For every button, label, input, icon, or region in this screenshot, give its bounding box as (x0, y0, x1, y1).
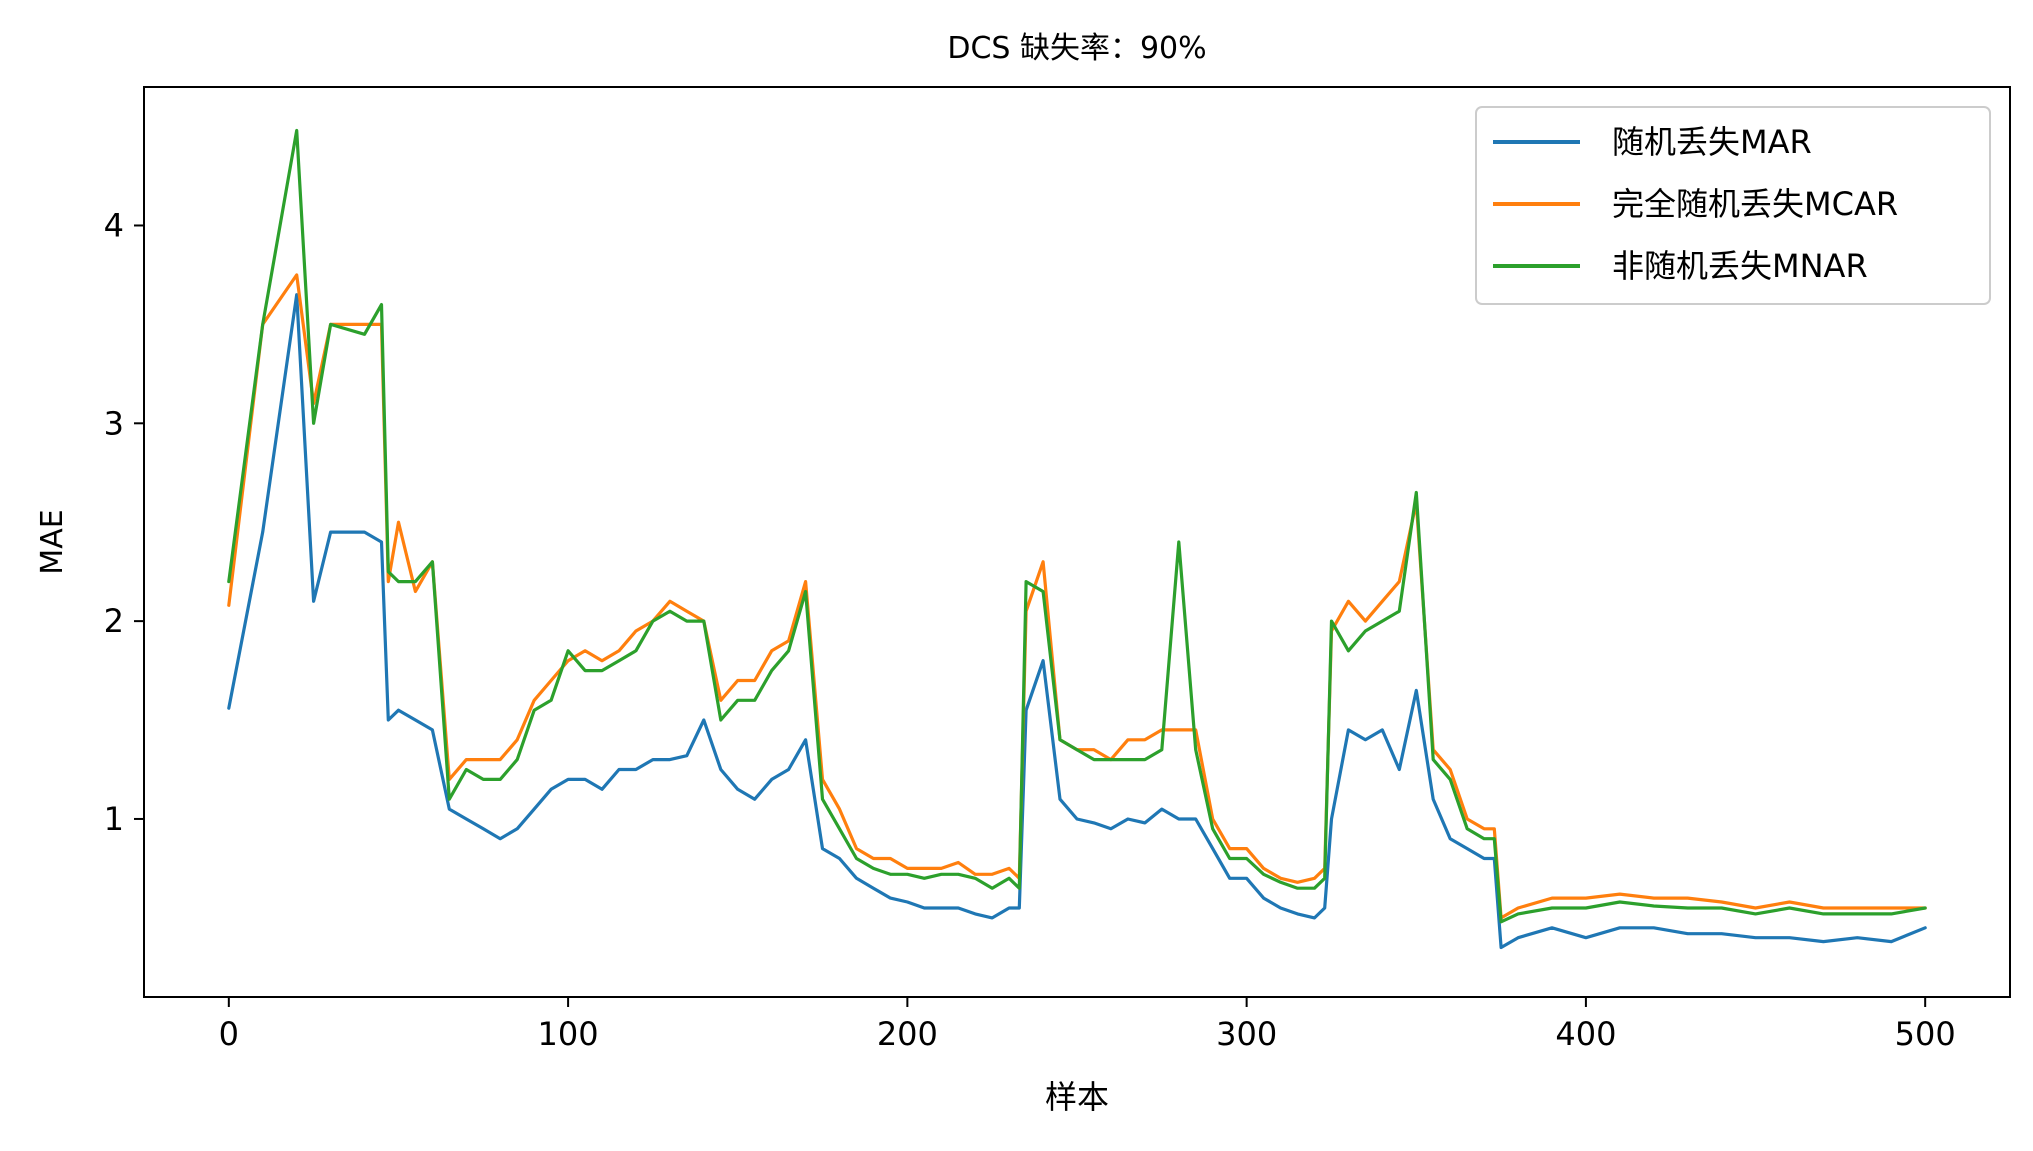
legend-box (1475, 106, 1991, 305)
x-tick-label: 200 (877, 1015, 938, 1053)
x-tick-label: 100 (538, 1015, 599, 1053)
x-tick-label: 300 (1216, 1015, 1277, 1053)
x-axis-label: 样本 (1045, 1078, 1109, 1116)
y-tick-label: 1 (104, 800, 124, 838)
y-axis-label: MAE (35, 509, 70, 574)
series-line-2 (227, 273, 1927, 920)
x-tick-label: 500 (1895, 1015, 1956, 1053)
y-axis: 1 2 3 4 (104, 206, 144, 838)
chart-title: DCS 缺失率：90% (947, 31, 1206, 66)
legend: 随机丢失MAR 完全随机丢失MCAR 非随机丢失MNAR (1475, 106, 1991, 305)
y-tick-label: 2 (104, 602, 124, 640)
legend-label: 非随机丢失MNAR (1612, 247, 1868, 285)
x-tick-label: 400 (1555, 1015, 1616, 1053)
x-tick-label: 0 (219, 1015, 239, 1053)
legend-label: 随机丢失MAR (1612, 123, 1812, 161)
series-group (227, 128, 1927, 950)
y-tick-label: 3 (104, 404, 124, 442)
plot-frame (143, 86, 2011, 998)
y-tick-label: 4 (104, 206, 124, 244)
series-line-1 (227, 293, 1927, 950)
series-line-3 (227, 128, 1927, 924)
legend-label: 完全随机丢失MCAR (1612, 185, 1898, 223)
x-axis: 0 100 200 300 400 500 (219, 997, 1956, 1053)
